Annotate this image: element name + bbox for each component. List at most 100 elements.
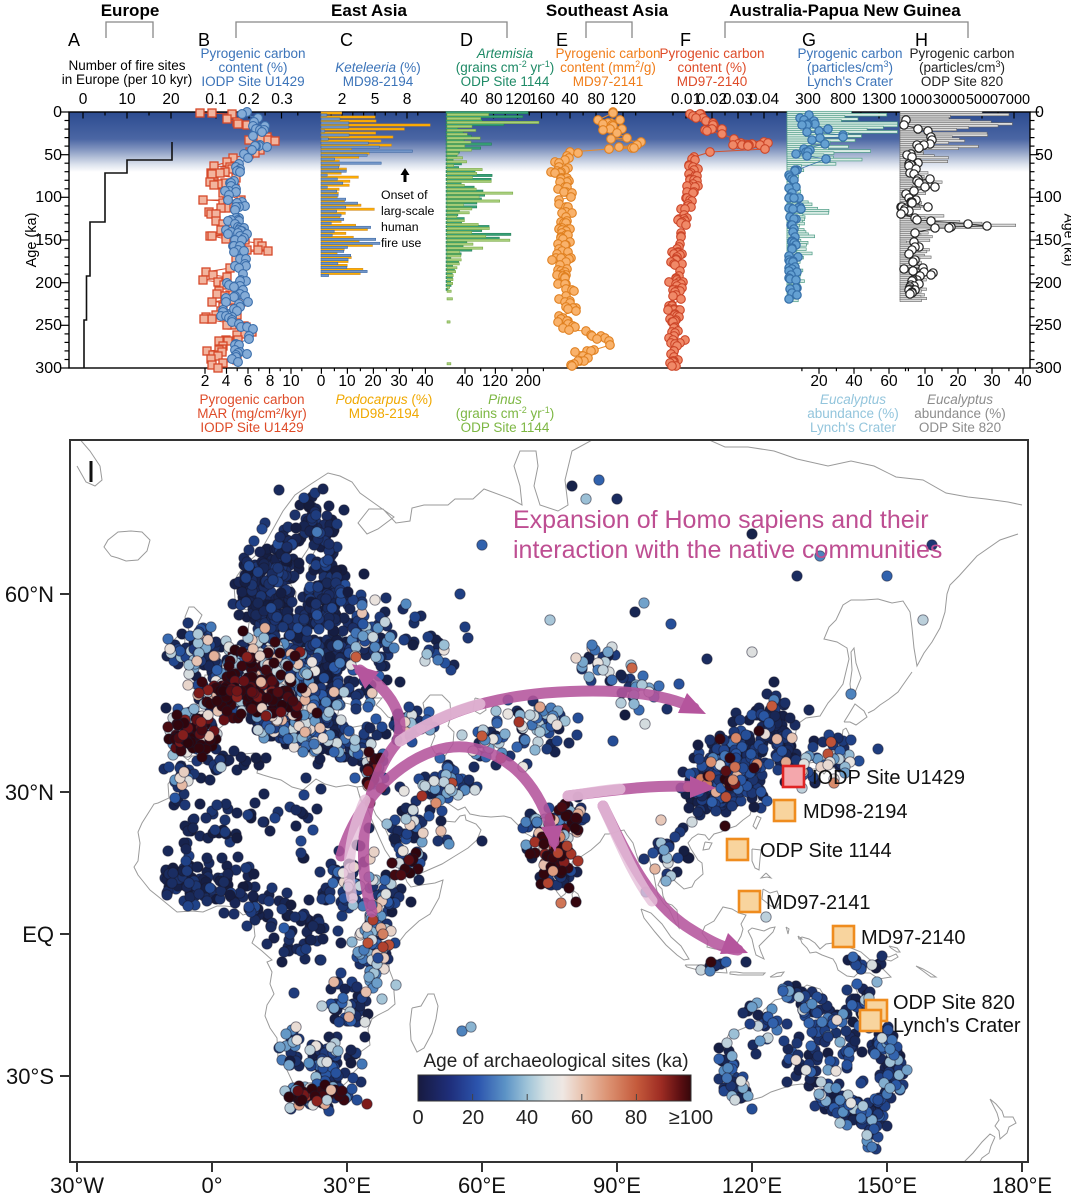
svg-text:(particles/cm3): (particles/cm3) [807,59,893,75]
svg-text:content (%): content (%) [218,60,287,75]
svg-text:2: 2 [338,91,347,108]
svg-text:3000: 3000 [933,92,965,108]
svg-text:Pyrogenic carbon: Pyrogenic carbon [797,46,902,61]
svg-text:Southeast Asia: Southeast Asia [546,1,669,20]
svg-text:10: 10 [118,91,136,108]
svg-text:120: 120 [482,373,508,390]
svg-text:250: 250 [1035,317,1062,334]
svg-text:Eucalyptus: Eucalyptus [820,392,886,407]
svg-text:ODP Site 1144: ODP Site 1144 [461,74,550,89]
svg-text:fire use: fire use [381,236,421,250]
svg-text:H: H [915,30,928,50]
svg-text:1300: 1300 [862,91,897,108]
svg-text:0: 0 [53,104,62,121]
svg-text:20: 20 [364,373,382,390]
svg-text:Pyrogenic carbon: Pyrogenic carbon [659,46,764,61]
svg-text:(grains cm-2 yr-1): (grains cm-2 yr-1) [456,405,555,421]
svg-text:300: 300 [1035,360,1062,377]
svg-text:MD97-2140: MD97-2140 [677,74,748,89]
svg-text:B: B [198,30,210,50]
svg-text:Number of fire sites: Number of fire sites [68,58,185,73]
svg-text:100: 100 [1035,189,1062,206]
svg-text:80: 80 [485,91,503,108]
svg-text:8: 8 [266,373,275,390]
svg-text:30: 30 [390,373,408,390]
svg-text:200: 200 [515,373,541,390]
svg-text:40: 40 [460,91,478,108]
svg-text:Australia-Papua New Guinea: Australia-Papua New Guinea [729,1,961,20]
svg-text:50: 50 [44,147,62,164]
svg-text:Keteleeria (%): Keteleeria (%) [335,60,421,75]
svg-text:C: C [340,30,353,50]
svg-text:Pinus: Pinus [488,392,522,407]
svg-text:ODP Site 820: ODP Site 820 [921,74,1003,89]
svg-text:5: 5 [371,91,380,108]
svg-text:larg-scale: larg-scale [381,204,434,218]
svg-text:250: 250 [35,317,62,334]
svg-text:6: 6 [244,373,253,390]
svg-text:content (mm2/g): content (mm2/g) [560,59,656,75]
svg-text:Lynch's Crater: Lynch's Crater [807,74,894,89]
svg-text:200: 200 [35,275,62,292]
svg-text:1000: 1000 [900,92,932,108]
svg-text:20: 20 [162,91,180,108]
svg-text:East Asia: East Asia [331,1,407,20]
svg-text:300: 300 [795,91,821,108]
svg-text:Artemisia: Artemisia [476,46,534,61]
svg-text:0: 0 [1035,104,1044,121]
svg-text:Eucalyptus: Eucalyptus [927,392,993,407]
svg-text:0.2: 0.2 [238,91,260,108]
svg-text:60: 60 [880,373,898,390]
svg-text:Pyrogenic carbon: Pyrogenic carbon [199,392,304,407]
svg-text:40: 40 [456,373,474,390]
svg-text:100: 100 [35,189,62,206]
svg-text:(particles/cm3): (particles/cm3) [919,59,1005,75]
svg-text:200: 200 [1035,275,1062,292]
svg-text:in Europe (per 10 kyr): in Europe (per 10 kyr) [62,72,193,87]
svg-text:0.1: 0.1 [205,91,227,108]
svg-text:E: E [556,30,568,50]
svg-text:30: 30 [983,373,1001,390]
svg-text:MD97-2141: MD97-2141 [573,74,644,89]
svg-text:40: 40 [416,373,434,390]
svg-text:ODP Site 820: ODP Site 820 [919,420,1001,435]
svg-text:7000: 7000 [998,92,1030,108]
svg-text:120: 120 [610,91,636,108]
svg-text:50: 50 [1035,147,1053,164]
svg-text:Onset of: Onset of [381,188,428,202]
svg-text:0.01: 0.01 [671,91,701,108]
svg-text:content (%): content (%) [677,60,746,75]
svg-text:Pyrogenic carbon: Pyrogenic carbon [555,46,660,61]
svg-text:8: 8 [403,91,412,108]
svg-text:IODP Site U1429: IODP Site U1429 [201,74,304,89]
svg-text:40: 40 [561,91,579,108]
svg-text:D: D [460,30,473,50]
svg-text:abundance (%): abundance (%) [914,406,1006,421]
svg-text:40: 40 [1014,373,1032,390]
svg-text:MAR (mg/cm²/kyr): MAR (mg/cm²/kyr) [197,406,306,421]
svg-text:40: 40 [845,373,863,390]
svg-text:0.3: 0.3 [271,91,293,108]
svg-text:2: 2 [201,373,210,390]
svg-text:80: 80 [587,91,605,108]
svg-text:Age (ka): Age (ka) [1062,214,1071,267]
svg-text:150: 150 [35,232,62,249]
svg-text:300: 300 [35,360,62,377]
svg-text:Pyrogenic carbon: Pyrogenic carbon [909,46,1014,61]
svg-text:G: G [802,30,816,50]
svg-text:150: 150 [1035,232,1062,249]
svg-text:MD98-2194: MD98-2194 [349,406,420,421]
svg-text:IODP Site U1429: IODP Site U1429 [200,420,303,435]
svg-text:5000: 5000 [966,92,998,108]
svg-text:human: human [381,220,419,234]
svg-text:4: 4 [222,373,231,390]
svg-text:(grains cm-2 yr-1): (grains cm-2 yr-1) [456,59,555,75]
svg-text:120: 120 [505,91,531,108]
svg-text:A: A [68,30,80,50]
svg-text:800: 800 [830,91,856,108]
svg-text:Age (ka): Age (ka) [24,213,40,268]
svg-text:MD98-2194: MD98-2194 [343,74,414,89]
svg-text:ODP Site 1144: ODP Site 1144 [461,420,550,435]
svg-text:0: 0 [317,373,326,390]
svg-text:abundance (%): abundance (%) [807,406,899,421]
